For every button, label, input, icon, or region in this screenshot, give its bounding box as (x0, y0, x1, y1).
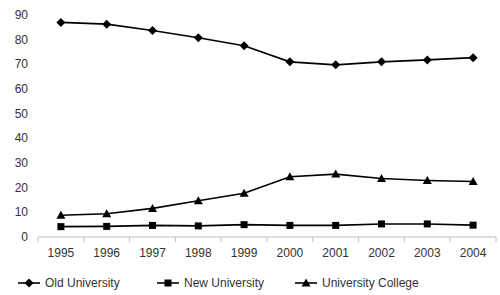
x-tick-divider (450, 237, 451, 242)
point-marker (194, 196, 203, 204)
y-tick-label: 20 (15, 181, 29, 195)
x-tick-label: 2002 (368, 246, 395, 260)
point-marker (195, 222, 202, 229)
point-marker (285, 57, 294, 66)
series-line (61, 174, 473, 215)
point-marker (56, 211, 65, 219)
x-tick-label: 2004 (460, 246, 487, 260)
y-tick-label: 90 (15, 8, 29, 22)
legend-label: New University (184, 276, 264, 290)
point-marker (423, 55, 432, 64)
y-tick-label: 60 (15, 82, 29, 96)
point-marker (331, 60, 340, 69)
point-marker (102, 20, 111, 29)
legend-marker (165, 280, 172, 287)
x-tick-label: 2000 (277, 246, 304, 260)
point-marker (378, 220, 385, 227)
point-marker (149, 222, 156, 229)
x-tick-label: 1999 (231, 246, 258, 260)
point-marker (377, 174, 386, 182)
x-tick-divider (221, 237, 222, 242)
y-tick-label: 30 (15, 156, 29, 170)
point-marker (241, 221, 248, 228)
point-marker (102, 209, 111, 217)
x-tick-divider (175, 237, 176, 242)
point-marker (194, 33, 203, 42)
y-tick-label: 70 (15, 57, 29, 71)
point-marker (470, 222, 477, 229)
x-tick-divider (496, 237, 497, 242)
chart: 0 10 20 30 40 50 60 70 80 90 1995 1996 1997 1998 1999 2… (0, 0, 500, 295)
x-tick-divider (404, 237, 405, 242)
x-tick-divider (267, 237, 268, 242)
x-tick-divider (129, 237, 130, 242)
point-marker (377, 57, 386, 66)
x-tick-divider (38, 237, 39, 242)
legend-marker (302, 279, 311, 287)
y-tick-label: 80 (15, 33, 29, 47)
point-marker (148, 204, 157, 212)
point-marker (57, 223, 64, 230)
point-marker (285, 172, 294, 180)
y-tick-label: 50 (15, 107, 29, 121)
y-tick-label: 10 (15, 205, 29, 219)
point-marker (424, 220, 431, 227)
y-tick-label: 0 (21, 230, 28, 244)
series-line (61, 22, 473, 64)
point-marker (332, 222, 339, 229)
point-marker (469, 177, 478, 185)
point-marker (423, 176, 432, 184)
point-marker (240, 189, 249, 197)
plot-area (56, 18, 477, 230)
x-tick-label: 1996 (93, 246, 120, 260)
point-marker (148, 26, 157, 35)
legend-marker (25, 279, 34, 288)
x-tick-label: 1997 (139, 246, 166, 260)
point-marker (286, 222, 293, 229)
x-tick-divider (83, 237, 84, 242)
x-tick-label: 2001 (322, 246, 349, 260)
x-tick-divider (358, 237, 359, 242)
point-marker (469, 53, 478, 62)
legend-label: Old University (45, 276, 120, 290)
series-line (61, 224, 473, 227)
y-tick-label: 40 (15, 131, 29, 145)
x-tick-label: 2003 (414, 246, 441, 260)
point-marker (56, 18, 65, 27)
point-marker (240, 41, 249, 50)
x-tick-divider (312, 237, 313, 242)
point-marker (331, 170, 340, 178)
point-marker (103, 223, 110, 230)
x-tick-label: 1995 (48, 246, 75, 260)
legend-label: University College (322, 276, 419, 290)
x-tick-label: 1998 (185, 246, 212, 260)
